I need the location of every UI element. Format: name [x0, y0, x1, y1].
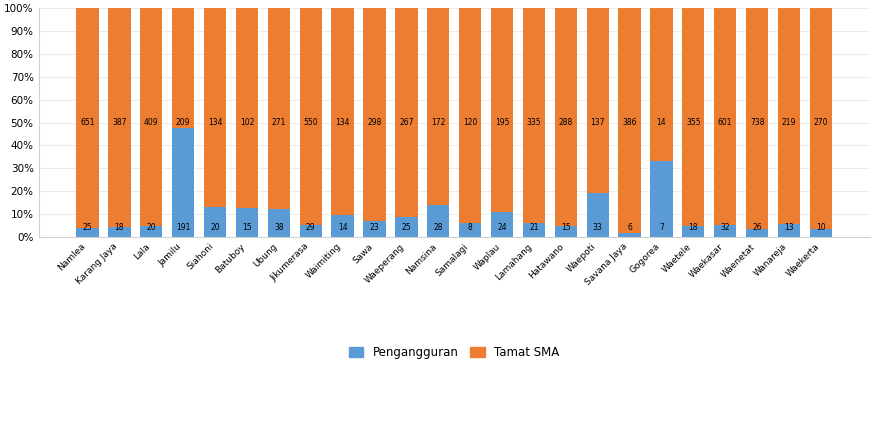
- Text: 267: 267: [399, 118, 413, 127]
- Bar: [140, 8, 163, 226]
- Bar: [778, 8, 801, 224]
- Text: 14: 14: [656, 118, 666, 127]
- Text: 25: 25: [401, 224, 411, 232]
- Text: 28: 28: [434, 224, 443, 232]
- Bar: [778, 224, 801, 237]
- Text: 18: 18: [114, 224, 124, 232]
- Text: 386: 386: [622, 118, 637, 127]
- Bar: [683, 8, 704, 226]
- Bar: [427, 205, 449, 237]
- Text: 15: 15: [561, 224, 571, 232]
- Text: 195: 195: [495, 118, 510, 127]
- Legend: Pengangguran, Tamat SMA: Pengangguran, Tamat SMA: [344, 341, 564, 364]
- Bar: [650, 161, 673, 237]
- Text: 23: 23: [370, 224, 379, 232]
- Bar: [714, 8, 737, 225]
- Bar: [364, 8, 385, 221]
- Text: 172: 172: [431, 118, 446, 127]
- Bar: [76, 8, 99, 229]
- Text: 288: 288: [558, 118, 573, 127]
- Bar: [746, 229, 768, 237]
- Bar: [683, 226, 704, 237]
- Text: 137: 137: [591, 118, 605, 127]
- Text: 134: 134: [208, 118, 222, 127]
- Bar: [809, 8, 832, 229]
- Text: 271: 271: [272, 118, 286, 127]
- Text: 550: 550: [303, 118, 318, 127]
- Bar: [459, 223, 482, 237]
- Text: 355: 355: [686, 118, 701, 127]
- Text: 6: 6: [628, 224, 632, 232]
- Text: 7: 7: [659, 224, 664, 232]
- Text: 8: 8: [468, 224, 473, 232]
- Text: 601: 601: [718, 118, 732, 127]
- Text: 24: 24: [497, 224, 507, 232]
- Bar: [364, 221, 385, 237]
- Text: 10: 10: [816, 224, 826, 232]
- Bar: [555, 8, 577, 226]
- Bar: [236, 207, 258, 237]
- Text: 209: 209: [176, 118, 191, 127]
- Bar: [459, 8, 482, 223]
- Text: 38: 38: [274, 224, 283, 232]
- Text: 102: 102: [239, 118, 254, 127]
- Text: 298: 298: [367, 118, 382, 127]
- Text: 134: 134: [336, 118, 350, 127]
- Bar: [586, 193, 609, 237]
- Bar: [331, 8, 354, 215]
- Bar: [714, 225, 737, 237]
- Bar: [76, 229, 99, 237]
- Text: 270: 270: [814, 118, 829, 127]
- Text: 387: 387: [112, 118, 127, 127]
- Text: 191: 191: [176, 224, 191, 232]
- Text: 120: 120: [463, 118, 477, 127]
- Bar: [395, 217, 418, 237]
- Bar: [395, 8, 418, 217]
- Bar: [300, 226, 322, 237]
- Bar: [300, 8, 322, 226]
- Bar: [650, 8, 673, 161]
- Text: 15: 15: [242, 224, 252, 232]
- Text: 651: 651: [80, 118, 94, 127]
- Text: 409: 409: [144, 118, 158, 127]
- Bar: [523, 8, 545, 224]
- Bar: [236, 8, 258, 207]
- Bar: [555, 226, 577, 237]
- Text: 738: 738: [750, 118, 765, 127]
- Bar: [108, 8, 130, 227]
- Text: 33: 33: [593, 224, 602, 232]
- Bar: [491, 8, 513, 212]
- Text: 25: 25: [83, 224, 93, 232]
- Bar: [172, 128, 194, 237]
- Text: 29: 29: [306, 224, 316, 232]
- Text: 21: 21: [529, 224, 538, 232]
- Text: 14: 14: [337, 224, 347, 232]
- Bar: [108, 227, 130, 237]
- Text: 26: 26: [753, 224, 762, 232]
- Bar: [204, 207, 226, 237]
- Bar: [523, 224, 545, 237]
- Bar: [619, 8, 641, 233]
- Bar: [331, 215, 354, 237]
- Bar: [809, 229, 832, 237]
- Text: 18: 18: [689, 224, 698, 232]
- Text: 335: 335: [527, 118, 541, 127]
- Bar: [267, 8, 290, 209]
- Bar: [172, 8, 194, 127]
- Text: 13: 13: [784, 224, 794, 232]
- Bar: [491, 212, 513, 237]
- Bar: [746, 8, 768, 229]
- Bar: [427, 8, 449, 205]
- Text: 20: 20: [211, 224, 220, 232]
- Bar: [267, 209, 290, 237]
- Bar: [140, 226, 163, 237]
- Text: 20: 20: [147, 224, 156, 232]
- Text: 32: 32: [720, 224, 730, 232]
- Text: 219: 219: [782, 118, 796, 127]
- Bar: [204, 8, 226, 207]
- Bar: [586, 8, 609, 193]
- Bar: [619, 233, 641, 237]
